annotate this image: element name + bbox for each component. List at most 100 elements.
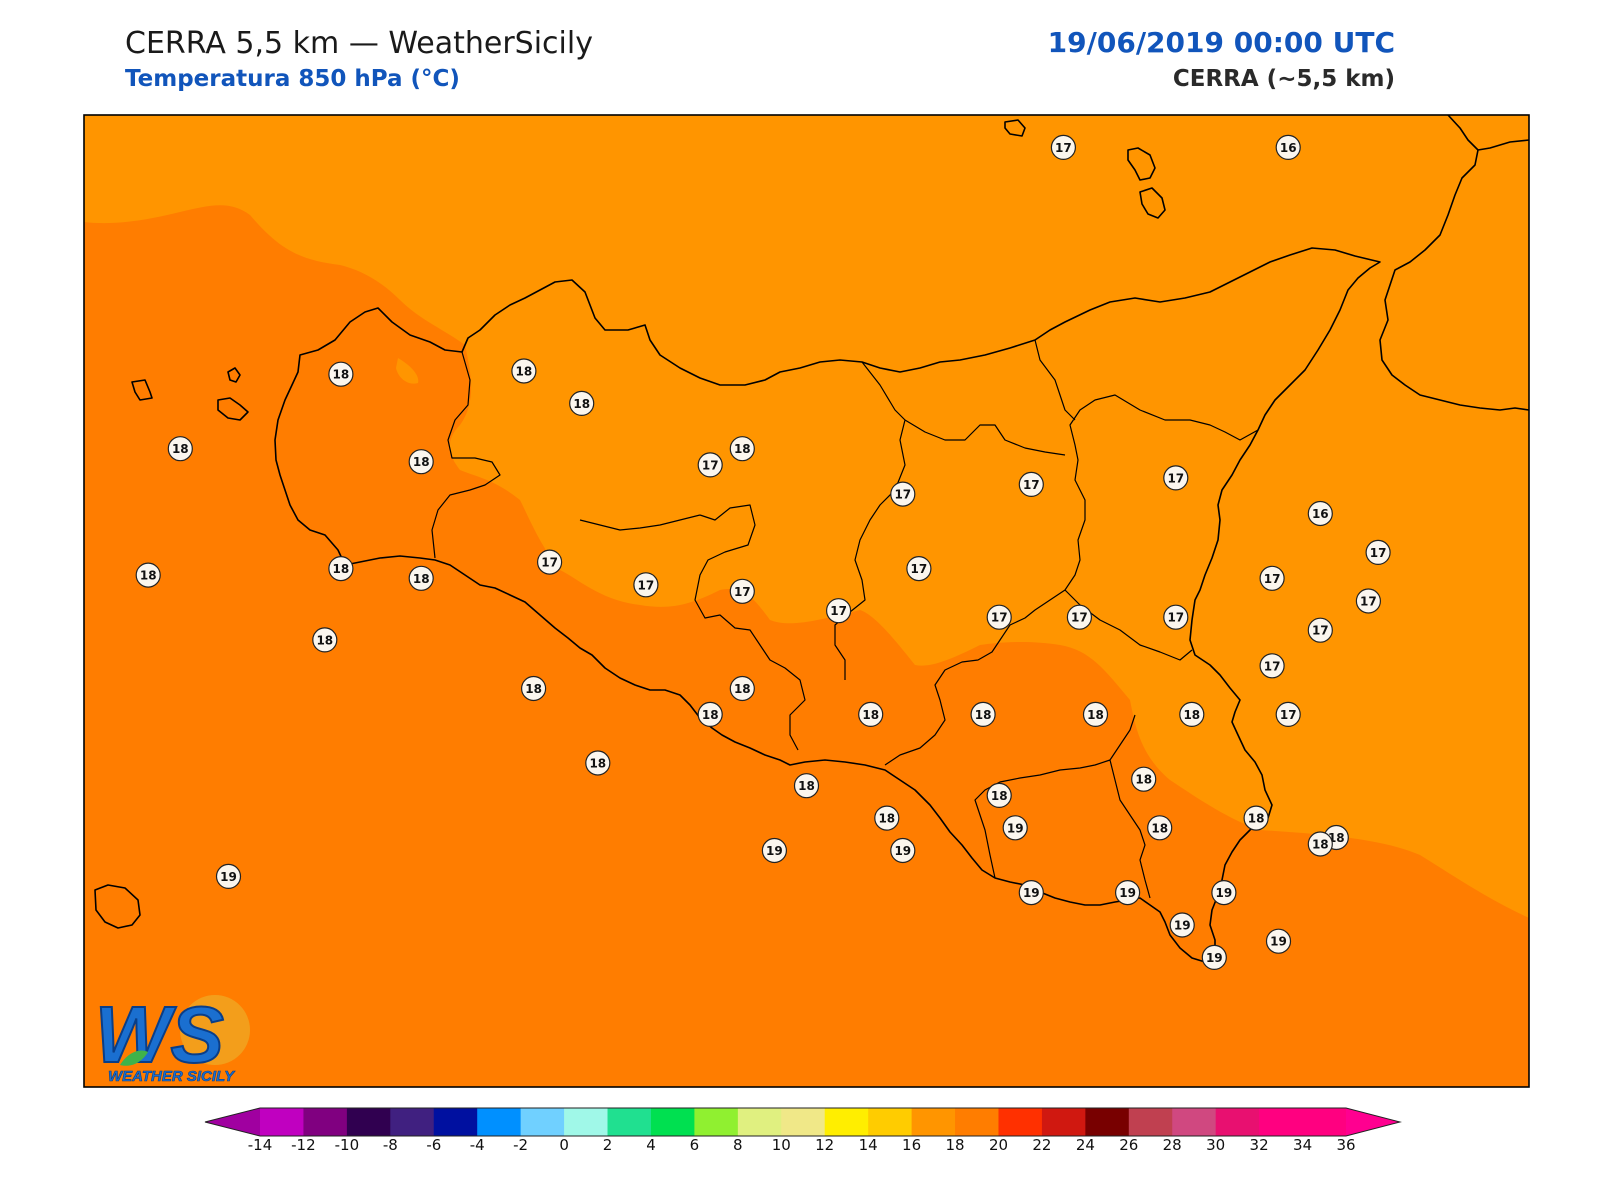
station-value: 18 bbox=[413, 455, 430, 469]
station-label: 18 bbox=[1082, 701, 1109, 728]
station-marker bbox=[1018, 879, 1044, 906]
levanzo-island bbox=[227, 367, 241, 383]
colorbar-tick-label: 36 bbox=[1336, 1136, 1356, 1154]
station-label: 19 bbox=[1018, 879, 1044, 906]
station-marker bbox=[1307, 617, 1333, 643]
station-marker bbox=[1066, 604, 1093, 630]
station-label: 17 bbox=[697, 452, 723, 478]
station-marker bbox=[1265, 928, 1292, 954]
station-marker bbox=[1002, 815, 1028, 841]
station-label: 18 bbox=[986, 782, 1012, 809]
station-marker bbox=[986, 782, 1012, 809]
colorbar-tick-label: -8 bbox=[382, 1136, 398, 1154]
favignana-island bbox=[131, 379, 153, 401]
station-value: 18 bbox=[1312, 838, 1329, 852]
station-marker bbox=[1131, 766, 1157, 792]
colorbar-swatch bbox=[1302, 1108, 1347, 1136]
station-marker bbox=[633, 572, 659, 598]
station-label: 19 bbox=[1265, 928, 1292, 954]
station-marker bbox=[1201, 944, 1227, 971]
station-label: 19 bbox=[761, 837, 788, 864]
station-marker bbox=[1307, 500, 1333, 527]
colorbar-swatch bbox=[737, 1108, 782, 1136]
station-marker bbox=[970, 701, 996, 728]
station-label: 18 bbox=[328, 361, 354, 387]
station-value: 18 bbox=[516, 365, 533, 379]
vulcano-island bbox=[1139, 187, 1166, 219]
station-marker bbox=[536, 549, 563, 575]
station-marker bbox=[729, 436, 755, 462]
station-marker bbox=[511, 358, 537, 384]
station-marker bbox=[1163, 465, 1189, 491]
colorbar-swatch bbox=[868, 1108, 913, 1136]
station-marker bbox=[408, 565, 434, 591]
coastlines bbox=[94, 115, 1529, 963]
station-label: 17 bbox=[1307, 617, 1333, 643]
station-label: 17 bbox=[1355, 588, 1382, 614]
colorbar-tick-label: -12 bbox=[291, 1136, 316, 1154]
colorbar-tick-label: 4 bbox=[646, 1136, 656, 1154]
station-value: 16 bbox=[1280, 141, 1297, 155]
colorbar-swatch bbox=[520, 1108, 565, 1136]
stromboli-island bbox=[1004, 119, 1026, 137]
station-value: 19 bbox=[1119, 886, 1136, 900]
station-label: 16 bbox=[1307, 500, 1333, 527]
station-label: 17 bbox=[1066, 604, 1093, 630]
station-label: 19 bbox=[1201, 944, 1227, 971]
station-marker bbox=[408, 449, 434, 475]
station-marker bbox=[874, 805, 900, 831]
station-label: 18 bbox=[729, 675, 755, 702]
station-marker bbox=[761, 837, 788, 864]
station-label: 17 bbox=[1259, 653, 1285, 679]
station-label: 18 bbox=[793, 773, 820, 799]
station-marker bbox=[697, 701, 723, 728]
station-marker bbox=[1275, 701, 1301, 728]
station-marker bbox=[1355, 588, 1382, 614]
station-label: 18 bbox=[729, 436, 755, 462]
colorbar-swatch bbox=[1128, 1108, 1173, 1136]
colorbar-swatch bbox=[781, 1108, 826, 1136]
station-value: 19 bbox=[894, 844, 911, 858]
station-value: 16 bbox=[1312, 507, 1329, 521]
variable-subtitle: Temperatura 850 hPa (°C) bbox=[125, 66, 460, 92]
colorbar-tick-label: 0 bbox=[559, 1136, 569, 1154]
colorbar-swatch bbox=[346, 1108, 391, 1136]
temperature-field bbox=[84, 115, 1529, 1087]
cool-patch bbox=[396, 358, 419, 384]
station-marker bbox=[328, 555, 354, 582]
station-marker bbox=[312, 627, 338, 653]
station-value: 17 bbox=[1071, 611, 1088, 625]
colorbar-swatch bbox=[955, 1108, 1000, 1136]
station-label: 18 bbox=[1131, 766, 1157, 792]
station-label: 18 bbox=[585, 750, 611, 776]
station-value: 19 bbox=[1270, 935, 1287, 949]
station-value: 18 bbox=[702, 708, 719, 722]
station-label: 17 bbox=[1050, 134, 1077, 160]
station-label: 18 bbox=[408, 449, 434, 475]
colorbar-swatch bbox=[433, 1108, 478, 1136]
logo-leaf-icon bbox=[120, 1050, 148, 1066]
station-value: 18 bbox=[589, 757, 606, 771]
map-title: CERRA 5,5 km — WeatherSicily bbox=[125, 26, 593, 61]
station-label: 17 bbox=[1259, 565, 1285, 591]
station-value: 17 bbox=[830, 604, 847, 618]
colorbar-swatch bbox=[1041, 1108, 1086, 1136]
station-label: 18 bbox=[858, 701, 884, 728]
station-label: 18 bbox=[697, 701, 723, 728]
station-value: 18 bbox=[140, 569, 157, 583]
colorbar-tick-label: 16 bbox=[902, 1136, 922, 1154]
station-label: 18 bbox=[167, 436, 193, 462]
station-label: 18 bbox=[408, 565, 434, 591]
colorbar-min-arrow bbox=[205, 1108, 260, 1136]
station-label: 16 bbox=[1275, 134, 1301, 160]
station-marker bbox=[569, 390, 595, 416]
colorbar-tick-label: 2 bbox=[602, 1136, 613, 1154]
station-value: 18 bbox=[573, 397, 590, 411]
station-label: 17 bbox=[890, 481, 916, 507]
station-label: 17 bbox=[1163, 465, 1189, 491]
colorbar-swatch bbox=[260, 1108, 305, 1136]
colorbar bbox=[204, 1107, 1402, 1137]
station-label: 18 bbox=[520, 675, 547, 702]
station-marker bbox=[1169, 912, 1195, 938]
station-marker bbox=[890, 481, 916, 507]
